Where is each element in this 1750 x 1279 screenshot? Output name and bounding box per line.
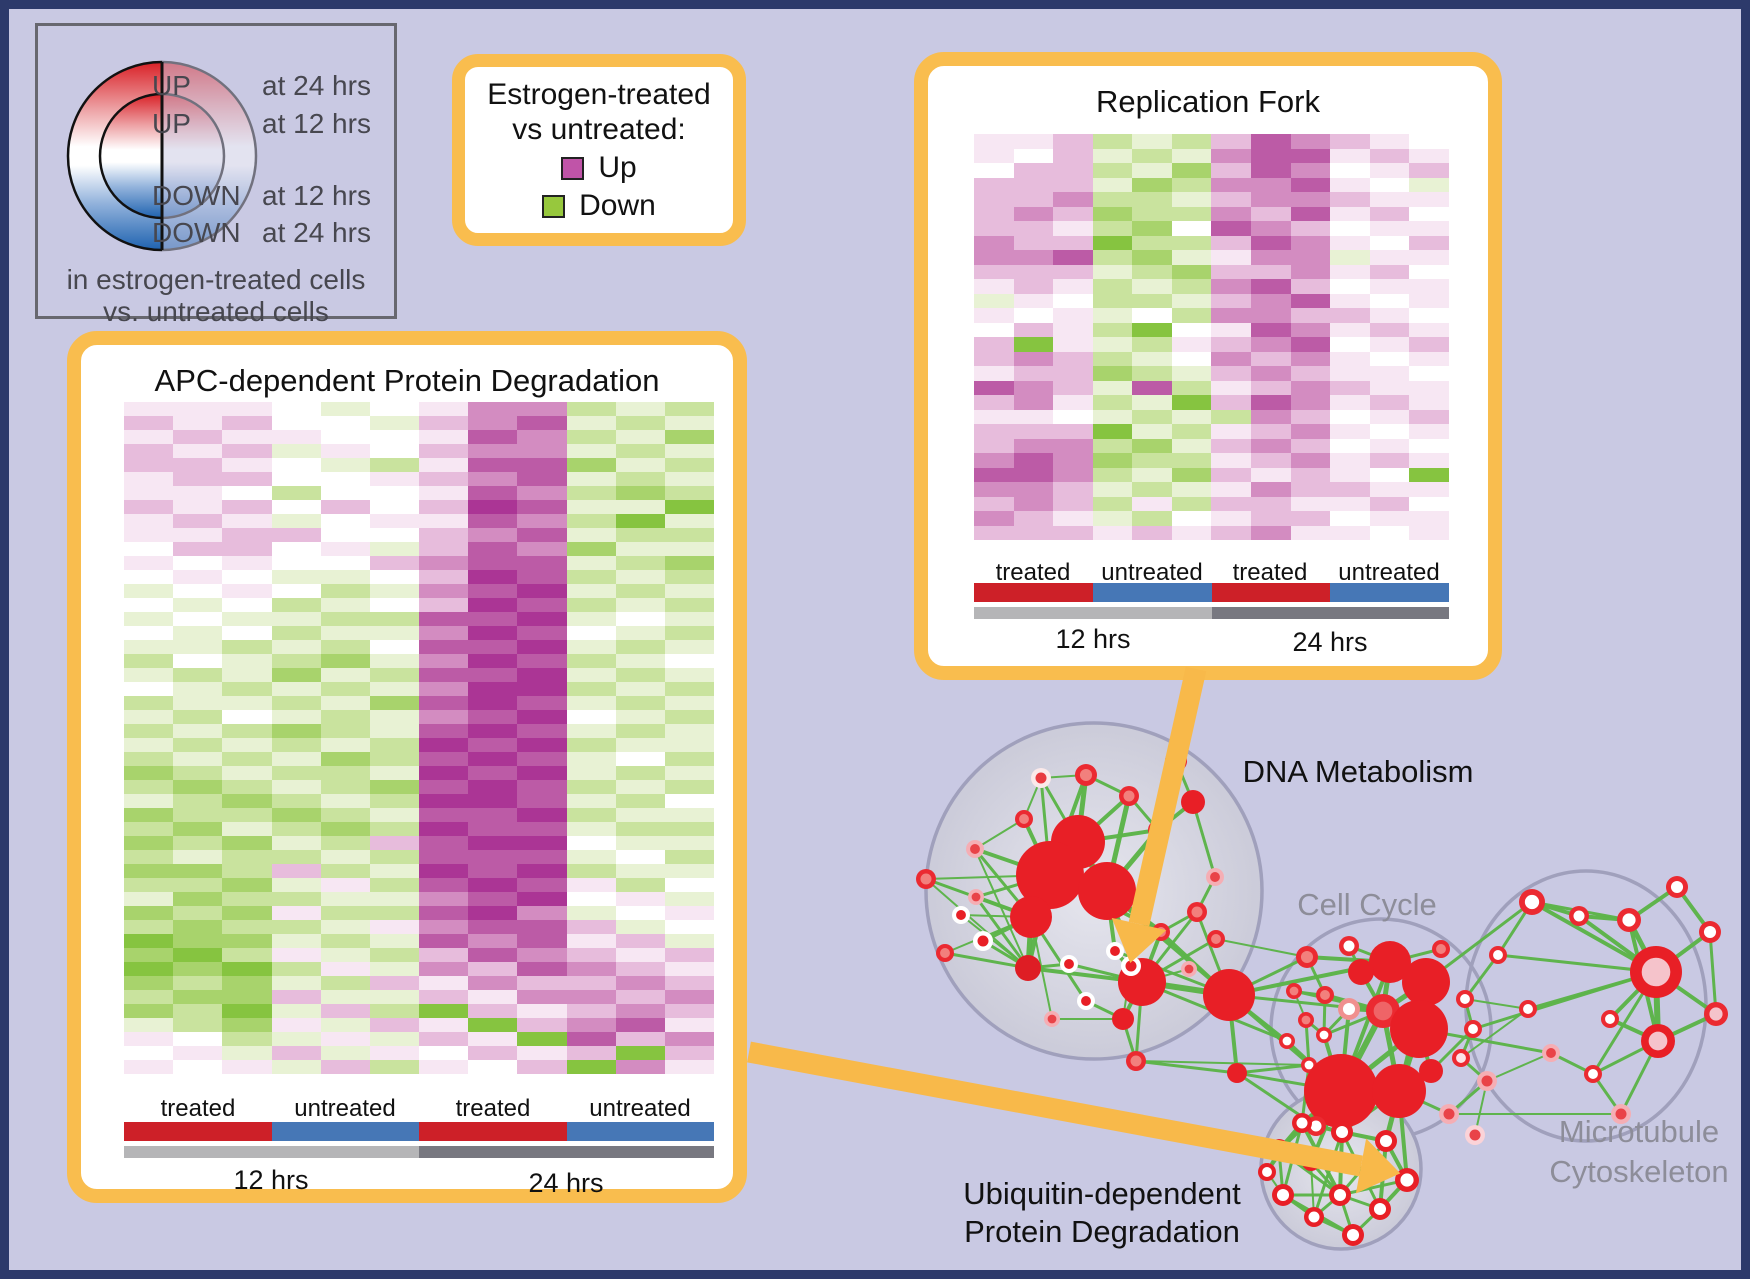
updown-legend-box: UP at 24 hrs UP at 12 hrs DOWN at 12 hrs… [35, 23, 397, 327]
rf-12hr-label: 12 hrs [1055, 624, 1131, 654]
legend-down24-time: at 24 hrs [262, 217, 371, 248]
rf-24hr-label: 24 hrs [1292, 627, 1368, 657]
microtubule-label: Microtubule Cytoskeleton [1549, 1112, 1728, 1192]
rf-condition-bar [974, 583, 1449, 602]
legend-down24-dir: DOWN [152, 217, 241, 248]
apc-group-label-2: untreated [294, 1095, 396, 1122]
replication-fork-panel: Replication Fork treated untreated treat… [914, 52, 1502, 680]
go-network-diagram [747, 666, 1728, 1251]
apc-24hr-label: 24 hrs [528, 1168, 604, 1198]
apc-12hr-bar [124, 1146, 419, 1158]
apc-heatmap [124, 402, 715, 1074]
legend-down-row: Down [542, 189, 656, 223]
rf-12hr-bar [974, 607, 1212, 619]
rf-group-label-2: untreated [1101, 559, 1203, 586]
legend-up-row: Up [561, 151, 637, 185]
legend-up12-dir: UP [152, 108, 191, 139]
rf-untreated-bar-1 [1092, 583, 1212, 602]
down-label: Down [579, 189, 656, 222]
apc-panel: APC-dependent Protein Degradation treate… [67, 331, 747, 1203]
rf-treated-bar-1 [974, 583, 1093, 602]
apc-untreated-bar-2 [566, 1122, 714, 1141]
rf-untreated-bar-2 [1330, 583, 1449, 602]
down-color-swatch [542, 194, 566, 218]
apc-treated-bar-2 [419, 1122, 567, 1141]
estrogen-legend-title-line1: Estrogen-treated [487, 78, 711, 111]
rf-heatmap [974, 134, 1449, 540]
updown-ring-diagram [66, 58, 265, 258]
rf-group-label-4: untreated [1338, 559, 1440, 586]
apc-group-label-4: untreated [589, 1095, 691, 1122]
up-label: Up [598, 151, 637, 184]
apc-12hr-label: 12 hrs [233, 1165, 309, 1195]
legend-note-line2: vs. untreated cells [103, 296, 329, 327]
ubiquitin-label: Ubiquitin-dependent Protein Degradation [963, 1175, 1241, 1251]
estrogen-legend-box: Estrogen-treated vs untreated: Up Down [452, 54, 746, 246]
legend-up12-time: at 12 hrs [262, 108, 371, 139]
rf-group-label-3: treated [1232, 559, 1308, 586]
apc-group-label-3: treated [455, 1095, 531, 1122]
apc-24hr-bar [419, 1146, 714, 1158]
apc-group-label-1: treated [160, 1095, 236, 1122]
apc-treated-bar-1 [124, 1122, 272, 1141]
up-color-swatch [561, 156, 585, 180]
legend-up24-time: at 24 hrs [262, 70, 371, 101]
apc-condition-bar [124, 1122, 714, 1141]
rf-time-bar [974, 607, 1449, 619]
rf-title: Replication Fork [1096, 84, 1320, 119]
legend-down12-dir: DOWN [152, 180, 241, 211]
rf-treated-bar-2 [1211, 583, 1331, 602]
legend-up24-dir: UP [152, 70, 191, 101]
apc-time-bar [124, 1146, 714, 1158]
apc-untreated-bar-1 [271, 1122, 419, 1141]
rf-24hr-bar [1211, 607, 1449, 619]
legend-down12-time: at 12 hrs [262, 180, 371, 211]
ubiquitin-label-line1: Ubiquitin-dependent [963, 1176, 1241, 1211]
apc-title: APC-dependent Protein Degradation [154, 363, 660, 398]
cell-cycle-label: Cell Cycle [1297, 887, 1437, 922]
estrogen-legend-title-line2: vs untreated: [512, 113, 686, 146]
microtubule-label-line2: Cytoskeleton [1549, 1154, 1729, 1189]
microtubule-label-line1: Microtubule [1558, 1114, 1720, 1149]
dna-metabolism-label: DNA Metabolism [1242, 754, 1474, 789]
rf-group-label-1: treated [995, 559, 1071, 586]
legend-note-line1: in estrogen-treated cells [66, 264, 366, 295]
ubiquitin-label-line2: Protein Degradation [964, 1214, 1240, 1249]
